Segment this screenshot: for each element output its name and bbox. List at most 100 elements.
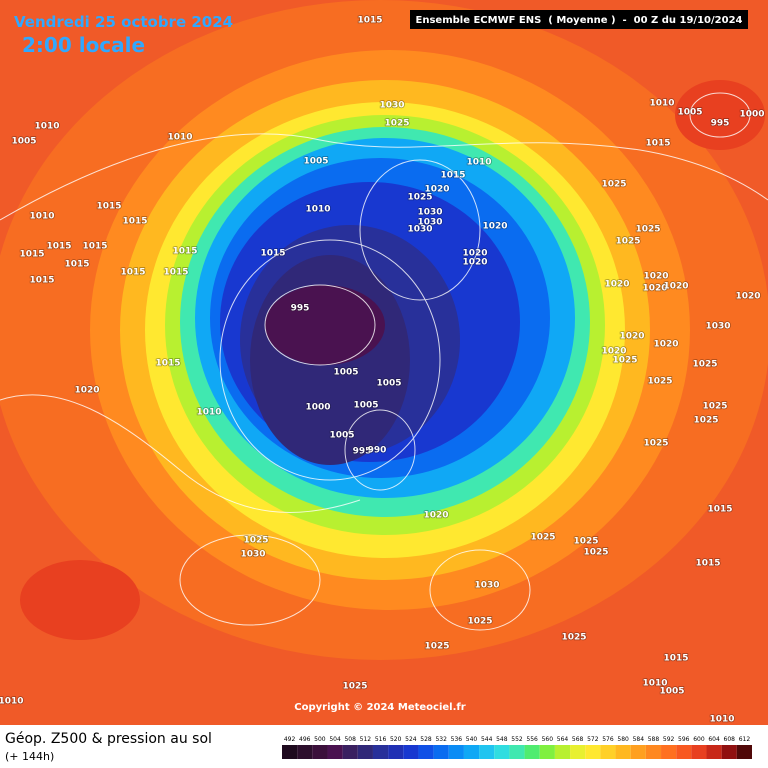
isobar-label: 995 (291, 304, 310, 314)
isobar-label: 1010 (466, 158, 491, 168)
scale-label: 592 (663, 736, 675, 743)
scale-swatch (509, 745, 525, 759)
isobar-label: 1010 (649, 99, 674, 109)
isobar-label: 1005 (333, 368, 358, 378)
scale-swatch (539, 745, 555, 759)
isobar-label: 1015 (82, 242, 107, 252)
scale-swatch (554, 745, 571, 759)
scale-label: 548 (496, 736, 508, 743)
isobar-label: 990 (368, 446, 387, 456)
isobar-label: 1000 (305, 403, 330, 413)
isobar-label: 1030 (407, 225, 432, 235)
isobar-label: 1025 (424, 642, 449, 652)
isobar-label: 1010 (34, 122, 59, 132)
legend-subtitle: (+ 144h) (5, 750, 54, 763)
isobar-label: 1015 (663, 654, 688, 664)
scale-label: 580 (617, 736, 629, 743)
isobar-label: 1030 (417, 218, 442, 228)
isobar-label: 1005 (376, 379, 401, 389)
isobar-label: 1030 (705, 322, 730, 332)
isobar-label: 1005 (677, 108, 702, 118)
isobar-label: 1015 (163, 268, 188, 278)
isobar-label: 1020 (619, 332, 644, 342)
isobar-label: 1005 (303, 157, 328, 167)
isobar-label: 1010 (0, 697, 24, 707)
scale-label: 604 (708, 736, 720, 743)
scale-swatch (403, 745, 419, 759)
scale-swatch (630, 745, 646, 759)
isobar-label: 1015 (29, 276, 54, 286)
isobar-label: 1015 (645, 139, 670, 149)
isobar-label: 1005 (11, 137, 36, 147)
isobar-label: 1015 (357, 16, 382, 26)
scale-label: 492 (284, 736, 296, 743)
isobar-label: 1005 (659, 687, 684, 697)
scale-swatch (661, 745, 677, 759)
scale-swatch (448, 745, 464, 759)
isobar-label: 1020 (462, 249, 487, 259)
isobar-label: 1030 (379, 101, 404, 111)
isobar-label: 1025 (573, 537, 598, 547)
scale-swatch (479, 745, 495, 759)
scale-label: 512 (360, 736, 372, 743)
isobar-label: 1020 (423, 511, 448, 521)
scale-swatch (494, 745, 510, 759)
isobar-label: 1015 (46, 242, 71, 252)
isobar-label: 1015 (172, 247, 197, 257)
isobar-label: 1020 (604, 280, 629, 290)
isobar-label: 1015 (19, 250, 44, 260)
scale-swatch (357, 745, 373, 759)
isobar-label: 1025 (647, 377, 672, 387)
scale-label: 516 (375, 736, 387, 743)
scale-label: 536 (451, 736, 463, 743)
color-scale: 492 496 500 504 508 512 516 520 524 528 532 536 540 5… (282, 736, 752, 759)
isobar-label: 1020 (462, 258, 487, 268)
date: Vendredi 25 octobre 2024 (14, 13, 233, 31)
isobar-label: 1005 (329, 431, 354, 441)
isobar-label: 1025 (601, 180, 626, 190)
isobar-label: 1020 (482, 222, 507, 232)
isobar-label: 1020 (424, 185, 449, 195)
scale-swatch (342, 745, 358, 759)
isobar-label: 1020 (735, 292, 760, 302)
scale-label: 560 (542, 736, 554, 743)
scale-label: 612 (739, 736, 751, 743)
isobar-label: 1010 (709, 715, 734, 725)
scale-swatch (282, 745, 298, 759)
scale-label: 540 (466, 736, 478, 743)
scale-label: 552 (511, 736, 523, 743)
scale-swatch (433, 745, 449, 759)
scale-swatch (676, 745, 692, 759)
scale-label: 600 (693, 736, 705, 743)
isobar-label: 1025 (583, 548, 608, 558)
scale-swatch (327, 745, 343, 759)
isobar-label: 1030 (417, 208, 442, 218)
scale-label: 500 (314, 736, 326, 743)
isobar-label: 1020 (663, 282, 688, 292)
scale-swatch (645, 745, 662, 759)
isobar-label: 1025 (561, 633, 586, 643)
scale-label: 576 (602, 736, 614, 743)
scale-label: 584 (633, 736, 645, 743)
scale-label: 508 (344, 736, 356, 743)
isobar-label: 1000 (739, 110, 764, 120)
model-info: Ensemble ECMWF ENS ( Moyenne ) - 00 Z du… (416, 15, 743, 26)
isobar-label: 1025 (643, 439, 668, 449)
scale-swatch (570, 745, 586, 759)
isobar-label: 1005 (353, 401, 378, 411)
isobar-label: 1015 (440, 171, 465, 181)
scale-label: 596 (678, 736, 690, 743)
scale-label: 524 (405, 736, 417, 743)
scale-swatch (691, 745, 707, 759)
isobar-label: 1015 (155, 359, 180, 369)
scale-swatch (312, 745, 328, 759)
scale-label: 544 (481, 736, 493, 743)
scale-label: 520 (390, 736, 402, 743)
scale-swatch (600, 745, 616, 759)
isobar-label: 1025 (615, 237, 640, 247)
isobar-label: 1025 (530, 533, 555, 543)
isobar-label: 1030 (474, 581, 499, 591)
scale-swatch (585, 745, 601, 759)
